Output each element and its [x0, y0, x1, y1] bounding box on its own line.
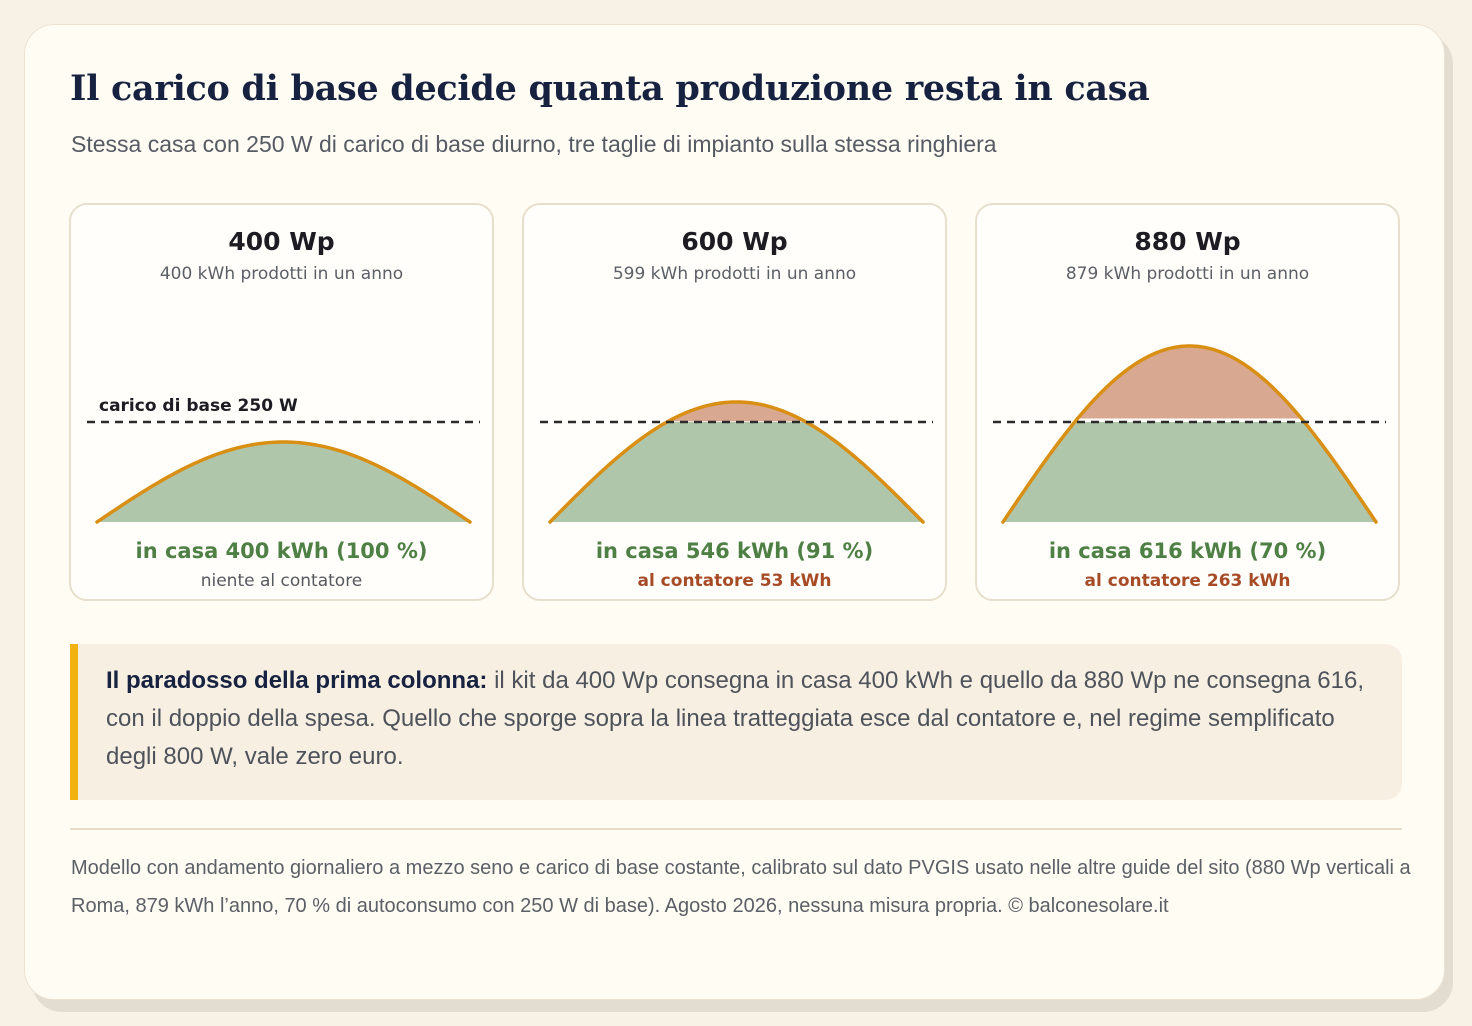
production-curve	[548, 400, 925, 524]
panel-meter: al contatore 53 kWh	[637, 571, 832, 591]
panel-production: 879 kWh prodotti in un anno	[1065, 264, 1310, 284]
page-subtitle: Stessa casa con 250 W di carico di base …	[71, 131, 997, 157]
production-curve	[95, 440, 472, 524]
panel-production: 599 kWh prodotti in un anno	[612, 264, 857, 284]
panel-400wp: 400 Wp 400 kWh prodotti in un anno caric…	[69, 203, 494, 601]
baseline-label: carico di base 250 W	[99, 396, 298, 416]
callout-lead: Il paradosso della prima colonna:	[106, 667, 488, 694]
panel-in-casa: in casa 616 kWh (70 %)	[1048, 539, 1327, 563]
production-chart-880wp	[993, 344, 1386, 524]
export-area	[668, 402, 805, 422]
self-consumed-area	[1003, 422, 1376, 522]
panel-title: 880 Wp	[1134, 227, 1241, 256]
callout-text: Il paradosso della prima colonna: il kit…	[106, 662, 1376, 776]
callout-body: il kit da 400 Wp consegna in casa 400 kW…	[106, 667, 1364, 770]
panel-880wp: 880 Wp 879 kWh prodotti in un anno in ca…	[975, 203, 1400, 601]
callout-accent-bar	[70, 644, 78, 800]
footer-divider	[70, 828, 1402, 830]
self-consumed-area	[97, 442, 470, 522]
production-curve	[1001, 344, 1378, 524]
production-chart-600wp	[540, 400, 933, 524]
panel-title: 400 Wp	[228, 227, 335, 256]
panel-in-casa: in casa 546 kWh (91 %)	[595, 539, 874, 563]
panel-meter: niente al contatore	[200, 571, 363, 591]
panel-in-casa: in casa 400 kWh (100 %)	[135, 539, 428, 563]
panel-meter: al contatore 263 kWh	[1084, 571, 1291, 591]
self-consumed-area	[550, 422, 923, 522]
production-chart-400wp: carico di base 250 W	[87, 396, 480, 524]
export-area	[1077, 346, 1302, 419]
footer-source-note: Modello con andamento giornaliero a mezz…	[71, 857, 1411, 917]
panel-title: 600 Wp	[681, 227, 788, 256]
panel-600wp: 600 Wp 599 kWh prodotti in un anno in ca…	[522, 203, 947, 601]
paradox-callout: Il paradosso della prima colonna: il kit…	[70, 644, 1402, 800]
panel-production: 400 kWh prodotti in un anno	[159, 264, 404, 284]
page-title: Il carico di base decide quanta produzio…	[70, 68, 1150, 109]
